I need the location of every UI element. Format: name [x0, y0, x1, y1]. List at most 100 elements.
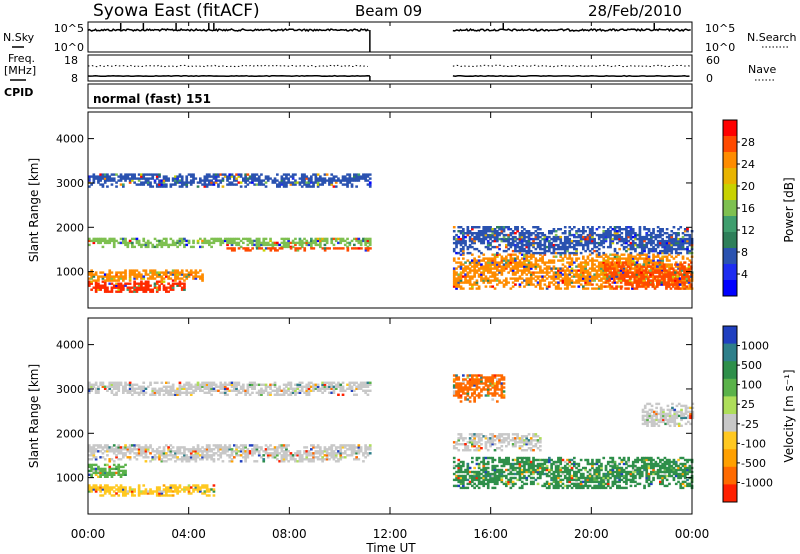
power-cell: [110, 275, 114, 278]
velocity-cell: [108, 488, 112, 491]
power-cell: [686, 247, 689, 251]
velocity-cell: [178, 389, 182, 392]
power-cell: [635, 261, 639, 264]
power-cell: [665, 235, 669, 239]
power-cell: [604, 232, 608, 235]
power-cell: [180, 175, 184, 178]
power-cell: [597, 247, 601, 251]
velocity-cell: [212, 387, 216, 390]
velocity-cell: [323, 454, 327, 457]
power-cell: [520, 243, 524, 247]
velocity-cell: [208, 383, 211, 386]
power-cell: [586, 241, 590, 245]
velocity-cell: [171, 383, 175, 386]
velocity-cell: [106, 448, 109, 451]
velocity-cell: [353, 444, 356, 447]
power-cell: [110, 237, 114, 241]
velocity-cell: [174, 391, 177, 394]
power-cell: [543, 253, 547, 256]
velocity-cell: [137, 391, 141, 394]
power-cell: [588, 237, 592, 241]
power-cell: [110, 239, 114, 243]
velocity-cell: [92, 471, 96, 475]
power-cell: [602, 263, 606, 266]
velocity-cell: [350, 387, 354, 390]
power-cell: [160, 179, 164, 182]
velocity-cell: [115, 391, 118, 394]
velocity-cell: [221, 460, 225, 463]
velocity-cell: [90, 486, 93, 489]
power-cell: [627, 247, 630, 251]
power-cell: [473, 273, 476, 276]
velocity-cell: [115, 492, 118, 495]
power-cell: [212, 237, 216, 241]
velocity-cell: [212, 484, 216, 487]
velocity-cell: [314, 446, 318, 449]
power-cell: [677, 239, 680, 243]
velocity-cell: [158, 389, 161, 392]
power-cell: [638, 255, 642, 258]
power-cell: [586, 239, 590, 243]
power-cell: [647, 237, 651, 241]
power-cell: [480, 237, 483, 241]
velocity-cell: [208, 448, 211, 451]
power-cell: [640, 275, 643, 278]
power-cell: [609, 239, 612, 243]
velocity-cell: [108, 446, 112, 449]
power-cell: [688, 251, 692, 255]
power-cell: [677, 267, 680, 270]
power-cell: [618, 237, 621, 241]
power-cell: [155, 286, 159, 289]
velocity-cell: [328, 387, 331, 390]
velocity-cell: [266, 393, 270, 396]
power-cell: [462, 253, 465, 256]
power-cell: [545, 271, 549, 274]
power-cell: [654, 285, 658, 288]
power-cell: [149, 284, 152, 287]
power-cell: [686, 237, 689, 241]
power-cell: [285, 183, 288, 186]
power-cell: [661, 245, 664, 249]
velocity-cell: [310, 454, 313, 457]
power-cell: [183, 181, 186, 184]
velocity-cell: [183, 450, 186, 453]
power-cell: [203, 239, 207, 243]
velocity-cell: [300, 389, 304, 392]
power-cell: [653, 271, 657, 274]
power-cell: [473, 235, 476, 239]
power-cell: [169, 277, 173, 280]
velocity-cell: [92, 452, 96, 455]
power-cell: [189, 179, 193, 182]
power-cell: [674, 273, 677, 276]
power-cell: [672, 269, 676, 272]
power-cell: [176, 275, 179, 278]
power-cell: [312, 239, 315, 243]
power-cell: [348, 179, 352, 182]
velocity-cell: [282, 456, 286, 459]
velocity-cell: [364, 448, 367, 451]
power-cell: [613, 230, 617, 233]
velocity-cell: [242, 452, 245, 455]
velocity-cell: [312, 387, 315, 390]
velocity-cell: [155, 391, 159, 394]
velocity-cell: [92, 469, 96, 473]
velocity-cell: [307, 387, 311, 390]
power-cell: [119, 237, 123, 241]
velocity-cell: [194, 454, 198, 457]
velocity-cell: [253, 383, 256, 386]
velocity-cell: [88, 458, 91, 461]
power-cell: [568, 251, 572, 255]
power-cell: [586, 279, 590, 282]
power-cell: [628, 271, 632, 274]
velocity-cell: [176, 492, 179, 495]
power-cell: [563, 255, 567, 258]
power-cell: [368, 183, 372, 186]
power-cell: [99, 175, 102, 178]
velocity-cell: [192, 448, 195, 451]
velocity-cell: [260, 456, 263, 459]
power-cell: [651, 279, 655, 282]
power-cell: [343, 177, 347, 180]
power-cell: [278, 183, 281, 186]
power-cell: [187, 181, 191, 184]
power-cell: [638, 263, 642, 266]
